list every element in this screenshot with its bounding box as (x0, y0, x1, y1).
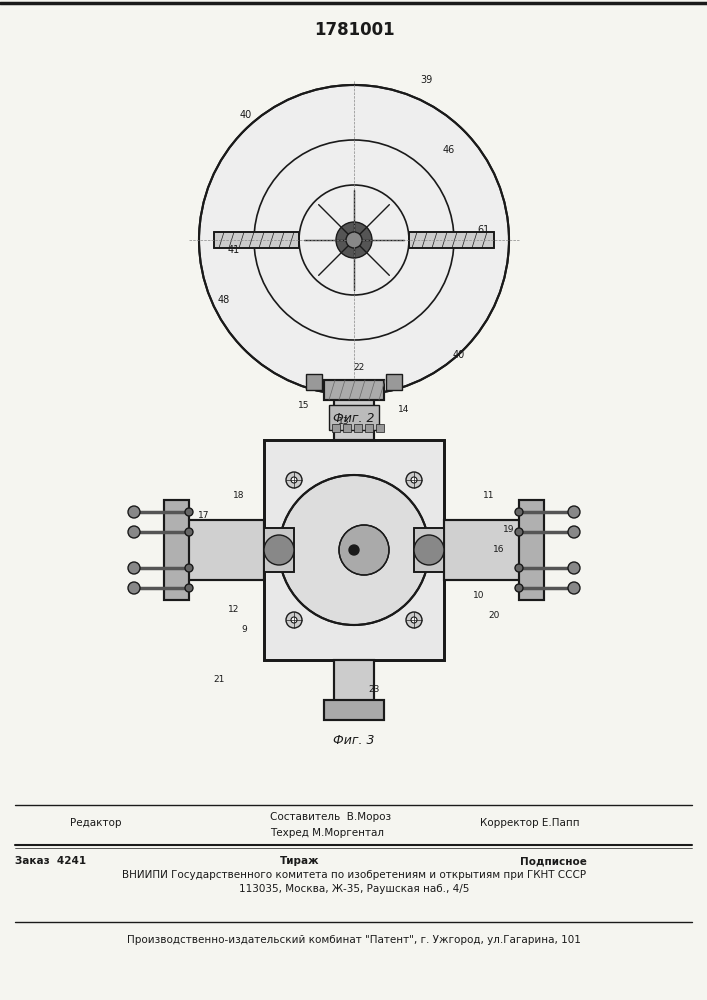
Text: 10: 10 (473, 590, 485, 599)
Circle shape (279, 475, 429, 625)
Circle shape (128, 506, 140, 518)
Circle shape (515, 564, 523, 572)
FancyBboxPatch shape (324, 700, 384, 720)
Text: 40: 40 (240, 110, 252, 120)
Text: Производственно-издательский комбинат "Патент", г. Ужгород, ул.Гагарина, 101: Производственно-издательский комбинат "П… (127, 935, 581, 945)
Circle shape (406, 612, 422, 628)
FancyBboxPatch shape (519, 500, 544, 600)
Circle shape (291, 617, 297, 623)
FancyBboxPatch shape (332, 424, 340, 432)
Text: 11: 11 (484, 490, 495, 499)
Circle shape (128, 582, 140, 594)
FancyBboxPatch shape (409, 232, 494, 248)
Circle shape (406, 472, 422, 488)
Circle shape (349, 545, 359, 555)
FancyBboxPatch shape (354, 424, 362, 432)
Circle shape (411, 477, 417, 483)
Circle shape (568, 562, 580, 574)
Text: 113035, Москва, Ж-35, Раушская наб., 4/5: 113035, Москва, Ж-35, Раушская наб., 4/5 (239, 884, 469, 894)
Text: Заказ  4241: Заказ 4241 (15, 856, 86, 866)
Text: 14: 14 (398, 406, 409, 414)
Circle shape (336, 222, 372, 258)
FancyBboxPatch shape (334, 660, 374, 715)
FancyBboxPatch shape (365, 424, 373, 432)
Circle shape (568, 506, 580, 518)
Text: 17: 17 (198, 510, 210, 520)
Text: 40: 40 (453, 350, 465, 360)
Circle shape (515, 584, 523, 592)
Circle shape (286, 612, 302, 628)
FancyBboxPatch shape (164, 500, 189, 600)
Text: 48: 48 (218, 295, 230, 305)
Circle shape (515, 508, 523, 516)
Circle shape (185, 528, 193, 536)
Circle shape (346, 232, 362, 248)
FancyBboxPatch shape (329, 405, 379, 430)
FancyBboxPatch shape (444, 520, 524, 580)
Text: Редактор: Редактор (70, 818, 122, 828)
FancyBboxPatch shape (264, 440, 444, 660)
Text: 21: 21 (214, 676, 225, 684)
Circle shape (568, 526, 580, 538)
FancyBboxPatch shape (306, 374, 322, 390)
Text: Тираж: Тираж (280, 856, 320, 866)
Text: 16: 16 (493, 546, 505, 554)
FancyBboxPatch shape (214, 232, 299, 248)
Circle shape (185, 508, 193, 516)
Text: ВНИИПИ Государственного комитета по изобретениям и открытиям при ГКНТ СССР: ВНИИПИ Государственного комитета по изоб… (122, 870, 586, 880)
Circle shape (339, 525, 389, 575)
Text: 15: 15 (298, 400, 310, 410)
Circle shape (411, 617, 417, 623)
Circle shape (128, 562, 140, 574)
FancyBboxPatch shape (414, 528, 444, 572)
Circle shape (568, 582, 580, 594)
FancyBboxPatch shape (324, 380, 384, 400)
Circle shape (199, 85, 509, 395)
Text: Техред М.Моргентал: Техред М.Моргентал (270, 828, 384, 838)
Circle shape (286, 472, 302, 488)
Text: 61: 61 (478, 225, 490, 235)
Text: 41: 41 (228, 245, 240, 255)
Text: 46: 46 (443, 145, 455, 155)
Circle shape (185, 584, 193, 592)
FancyBboxPatch shape (334, 385, 374, 440)
FancyBboxPatch shape (376, 424, 384, 432)
Text: 39: 39 (420, 75, 432, 85)
Text: 9: 9 (241, 626, 247, 635)
Text: Подписное: Подписное (520, 856, 587, 866)
Text: 13: 13 (338, 418, 350, 426)
Circle shape (291, 477, 297, 483)
Circle shape (279, 475, 429, 625)
Circle shape (264, 535, 294, 565)
Text: Составитель  В.Мороз: Составитель В.Мороз (270, 812, 391, 822)
Text: 19: 19 (503, 526, 515, 534)
Text: Корректор Е.Папп: Корректор Е.Папп (480, 818, 580, 828)
Text: 20: 20 (489, 610, 500, 619)
Text: 12: 12 (228, 605, 240, 614)
FancyBboxPatch shape (386, 374, 402, 390)
Text: 23: 23 (368, 686, 380, 694)
Circle shape (339, 525, 389, 575)
Circle shape (349, 545, 359, 555)
Text: 18: 18 (233, 490, 245, 499)
Circle shape (414, 535, 444, 565)
Text: Фиг. 2: Фиг. 2 (333, 412, 375, 424)
FancyBboxPatch shape (264, 528, 294, 572)
FancyBboxPatch shape (184, 520, 264, 580)
Text: Фиг. 3: Фиг. 3 (333, 734, 375, 746)
FancyBboxPatch shape (343, 424, 351, 432)
Circle shape (185, 564, 193, 572)
Circle shape (128, 526, 140, 538)
Text: 22: 22 (354, 363, 365, 372)
Text: 1781001: 1781001 (314, 21, 395, 39)
Circle shape (515, 528, 523, 536)
